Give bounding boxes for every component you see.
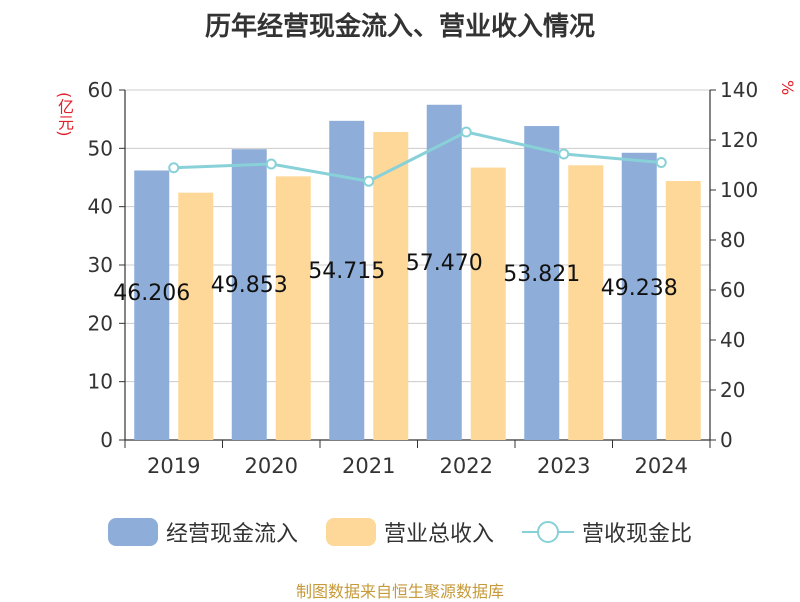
legend-item-cash-inflow[interactable]: 经营现金流入	[107, 516, 298, 548]
bar-cash-inflow	[231, 149, 267, 440]
x-axis-tick-label: 2019	[147, 454, 200, 478]
chart-title: 历年经营现金流入、营业收入情况	[204, 12, 595, 42]
line-point-cash-ratio	[558, 148, 570, 160]
bar-revenue	[568, 165, 604, 440]
legend-label-cash-inflow: 经营现金流入	[165, 522, 298, 547]
legend-label-cash-ratio: 营收现金比	[582, 522, 693, 547]
line-point-cash-ratio	[655, 157, 667, 168]
right-axis-tick-label: 100	[720, 178, 758, 202]
right-axis-tick-label: 40	[720, 328, 745, 352]
source-note: 制图数据来自恒生聚源数据库	[295, 582, 504, 601]
legend-swatch-revenue	[325, 518, 376, 546]
legend: 经营现金流入 营业总收入 营收现金比	[0, 516, 800, 548]
right-axis-tick-label: 60	[720, 278, 745, 302]
bar-revenue	[470, 167, 506, 441]
left-axis-tick-label: 50	[88, 136, 113, 160]
right-axis-tick-label: 80	[720, 228, 745, 252]
right-axis-unit: %	[778, 80, 797, 96]
line-point-cash-ratio	[460, 126, 472, 138]
x-axis-tick-label: 2020	[245, 454, 298, 478]
bar-data-label: 54.715	[308, 259, 385, 284]
legend-item-cash-ratio[interactable]: 营收现金比	[522, 516, 692, 548]
x-axis-tick-label: 2022	[440, 454, 493, 478]
bar-data-label: 49.238	[601, 276, 678, 301]
right-axis-tick-label: 20	[720, 378, 745, 402]
bar-cash-inflow	[621, 152, 657, 441]
left-axis-tick-label: 20	[88, 311, 113, 335]
right-axis-tick-label: 140	[720, 78, 758, 102]
bar-data-label: 57.470	[406, 251, 483, 276]
line-point-cash-ratio	[363, 175, 375, 187]
bar-revenue	[178, 192, 214, 440]
bar-revenue	[275, 176, 311, 441]
x-axis-tick-label: 2024	[635, 454, 688, 478]
right-axis-tick-label: 0	[720, 428, 733, 452]
left-axis-tick-label: 0	[100, 428, 113, 452]
legend-label-revenue: 营业总收入	[383, 522, 494, 547]
legend-swatch-cash-ratio	[522, 521, 574, 543]
legend-item-revenue[interactable]: 营业总收入	[325, 516, 494, 548]
line-point-cash-ratio	[265, 158, 277, 170]
bar-cash-inflow	[524, 126, 560, 441]
bar-cash-inflow	[426, 104, 462, 440]
x-axis-tick-label: 2023	[537, 454, 590, 478]
left-axis-tick-label: 30	[88, 253, 113, 277]
x-axis-tick-label: 2021	[342, 454, 395, 478]
bar-data-label: 46.206	[113, 281, 190, 306]
left-axis-tick-label: 10	[88, 370, 113, 394]
left-axis-unit: (亿元)	[55, 92, 74, 137]
bar-revenue	[665, 181, 701, 440]
line-point-cash-ratio	[168, 162, 180, 174]
bar-data-label: 49.853	[211, 273, 288, 298]
left-axis-tick-label: 40	[88, 195, 113, 219]
bar-revenue	[373, 132, 409, 440]
bar-cash-inflow	[134, 170, 170, 440]
legend-swatch-cash-inflow	[107, 518, 158, 546]
left-axis-tick-label: 60	[88, 78, 113, 102]
right-axis-tick-label: 120	[720, 128, 758, 152]
line-cash-ratio	[173, 130, 662, 183]
bar-data-label: 53.821	[503, 262, 580, 287]
